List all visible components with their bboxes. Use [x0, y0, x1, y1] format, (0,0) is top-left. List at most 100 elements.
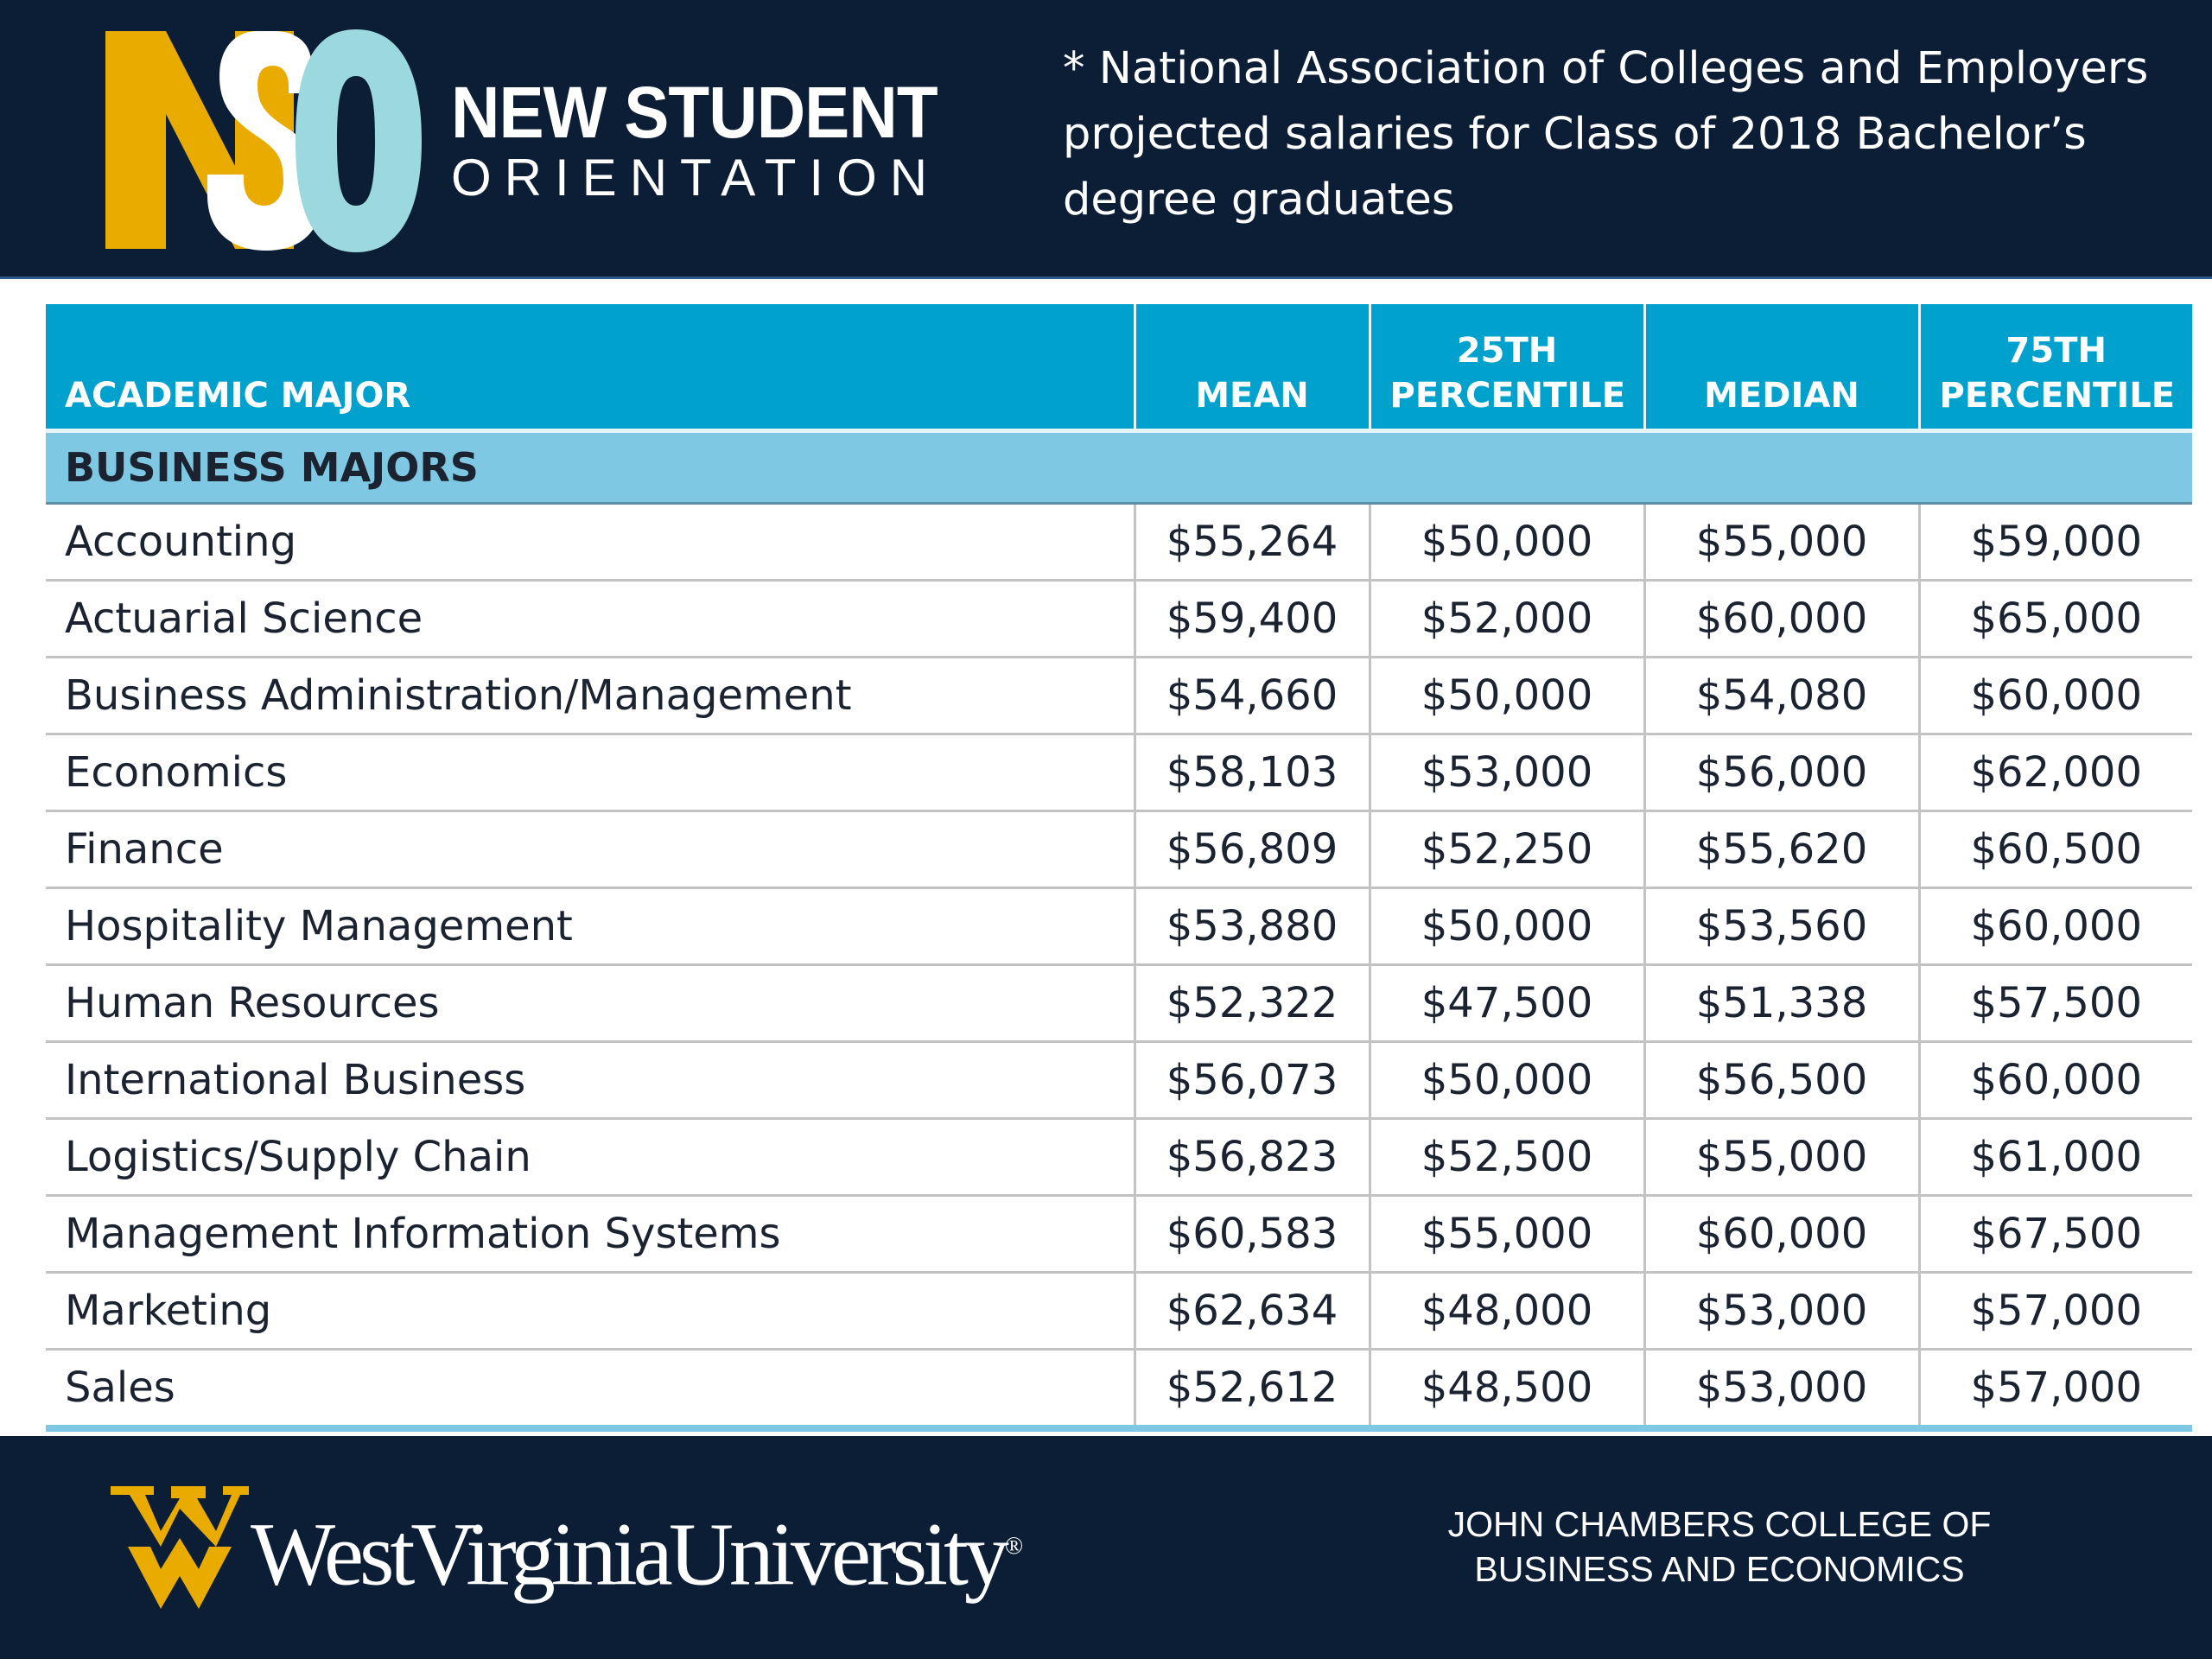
cell-75th: $57,500	[1917, 964, 2192, 1043]
table-row: Business Administration/Management $54,6…	[46, 657, 2192, 735]
cell-median: $56,000	[1643, 734, 1919, 812]
cell-75th: $57,000	[1917, 1349, 2192, 1432]
cell-mean: $55,264	[1133, 503, 1370, 582]
wvu-wordmark: WestVirginiaUniversity®	[251, 1495, 1023, 1607]
cell-major: Logistics/Supply Chain	[46, 1118, 1135, 1197]
cell-75th: $60,000	[1917, 657, 2192, 735]
cell-25th: $52,500	[1368, 1118, 1644, 1197]
col-header-75th-line1: 75TH	[2005, 331, 2107, 371]
registered-mark: ®	[1004, 1533, 1024, 1560]
cell-25th: $50,000	[1368, 657, 1644, 735]
table-row: International Business $56,073 $50,000 $…	[46, 1041, 2192, 1120]
cell-25th: $48,500	[1368, 1349, 1644, 1432]
col-header-75th: 75TH PERCENTILE	[1917, 304, 2192, 433]
cell-major: Human Resources	[46, 964, 1135, 1043]
college-name: JOHN CHAMBERS COLLEGE OF BUSINESS AND EC…	[1382, 1502, 2056, 1592]
table-header-row: ACADEMIC MAJOR MEAN 25TH PERCENTILE MEDI…	[46, 304, 2192, 433]
cell-mean: $52,612	[1133, 1349, 1370, 1432]
cell-median: $55,000	[1643, 503, 1919, 582]
nso-wordmark: NEW STUDENT ORIENTATION	[451, 72, 941, 207]
cell-mean: $53,880	[1133, 887, 1370, 966]
cell-75th: $60,000	[1917, 887, 2192, 966]
cell-median: $54,080	[1643, 657, 1919, 735]
table-row: Hospitality Management $53,880 $50,000 $…	[46, 887, 2192, 966]
cell-median: $53,000	[1643, 1272, 1919, 1351]
cell-mean: $59,400	[1133, 580, 1370, 658]
cell-major: Finance	[46, 810, 1135, 889]
college-line2: BUSINESS AND ECONOMICS	[1474, 1549, 1965, 1589]
col-header-mean: MEAN	[1133, 304, 1370, 433]
nso-logo-icon	[105, 29, 422, 252]
source-footnote: * National Association of Colleges and E…	[1063, 43, 2149, 226]
cell-major: Actuarial Science	[46, 580, 1135, 658]
wvu-name-text: WestVirginiaUniversity	[251, 1504, 1009, 1605]
cell-75th: $57,000	[1917, 1272, 2192, 1351]
cell-25th: $52,000	[1368, 580, 1644, 658]
table-row: Marketing $62,634 $48,000 $53,000 $57,00…	[46, 1272, 2192, 1351]
table-row: Human Resources $52,322 $47,500 $51,338 …	[46, 964, 2192, 1043]
cell-major: Sales	[46, 1349, 1135, 1432]
cell-25th: $50,000	[1368, 1041, 1644, 1120]
cell-mean: $56,073	[1133, 1041, 1370, 1120]
cell-25th: $47,500	[1368, 964, 1644, 1043]
table-row: Logistics/Supply Chain $56,823 $52,500 $…	[46, 1118, 2192, 1197]
table-row: Actuarial Science $59,400 $52,000 $60,00…	[46, 580, 2192, 658]
cell-major: Management Information Systems	[46, 1195, 1135, 1274]
col-header-major: ACADEMIC MAJOR	[46, 304, 1135, 433]
cell-major: Economics	[46, 734, 1135, 812]
header-banner: NEW STUDENT ORIENTATION * National Assoc…	[0, 0, 2212, 279]
cell-75th: $60,500	[1917, 810, 2192, 889]
cell-major: Marketing	[46, 1272, 1135, 1351]
footer-banner: WestVirginiaUniversity® JOHN CHAMBERS CO…	[0, 1436, 2212, 1659]
cell-median: $60,000	[1643, 580, 1919, 658]
cell-major: Hospitality Management	[46, 887, 1135, 966]
col-header-25th-line1: 25TH	[1456, 331, 1558, 371]
cell-75th: $60,000	[1917, 1041, 2192, 1120]
cell-median: $55,620	[1643, 810, 1919, 889]
cell-mean: $56,823	[1133, 1118, 1370, 1197]
salary-table-container: ACADEMIC MAJOR MEAN 25TH PERCENTILE MEDI…	[46, 304, 2192, 1432]
table-row: Finance $56,809 $52,250 $55,620 $60,500	[46, 810, 2192, 889]
cell-75th: $62,000	[1917, 734, 2192, 812]
cell-mean: $58,103	[1133, 734, 1370, 812]
cell-median: $51,338	[1643, 964, 1919, 1043]
cell-75th: $67,500	[1917, 1195, 2192, 1274]
cell-median: $53,000	[1643, 1349, 1919, 1432]
col-header-25th: 25TH PERCENTILE	[1368, 304, 1644, 433]
cell-median: $60,000	[1643, 1195, 1919, 1274]
table-row: Economics $58,103 $53,000 $56,000 $62,00…	[46, 734, 2192, 812]
cell-mean: $62,634	[1133, 1272, 1370, 1351]
cell-75th: $59,000	[1917, 503, 2192, 582]
cell-mean: $56,809	[1133, 810, 1370, 889]
cell-median: $56,500	[1643, 1041, 1919, 1120]
col-header-75th-line2: PERCENTILE	[1939, 376, 2176, 416]
table-row: Accounting $55,264 $50,000 $55,000 $59,0…	[46, 503, 2192, 582]
group-label: BUSINESS MAJORS	[46, 430, 2192, 505]
cell-mean: $54,660	[1133, 657, 1370, 735]
cell-25th: $55,000	[1368, 1195, 1644, 1274]
cell-75th: $65,000	[1917, 580, 2192, 658]
wv-flying-logo-icon	[111, 1486, 249, 1609]
cell-median: $55,000	[1643, 1118, 1919, 1197]
cell-25th: $48,000	[1368, 1272, 1644, 1351]
cell-25th: $52,250	[1368, 810, 1644, 889]
cell-75th: $61,000	[1917, 1118, 2192, 1197]
cell-25th: $53,000	[1368, 734, 1644, 812]
cell-median: $53,560	[1643, 887, 1919, 966]
col-header-median: MEDIAN	[1643, 304, 1919, 433]
cell-mean: $60,583	[1133, 1195, 1370, 1274]
cell-major: Accounting	[46, 503, 1135, 582]
salary-table: ACADEMIC MAJOR MEAN 25TH PERCENTILE MEDI…	[46, 304, 2192, 1432]
cell-major: International Business	[46, 1041, 1135, 1120]
col-header-25th-line2: PERCENTILE	[1389, 376, 1626, 416]
college-line1: JOHN CHAMBERS COLLEGE OF	[1447, 1504, 1992, 1544]
cell-mean: $52,322	[1133, 964, 1370, 1043]
cell-25th: $50,000	[1368, 887, 1644, 966]
cell-major: Business Administration/Management	[46, 657, 1135, 735]
table-row: Management Information Systems $60,583 $…	[46, 1195, 2192, 1274]
nso-title: NEW STUDENT	[451, 72, 938, 153]
nso-subtitle: ORIENTATION	[451, 149, 941, 207]
group-row: BUSINESS MAJORS	[46, 430, 2192, 505]
table-row: Sales $52,612 $48,500 $53,000 $57,000	[46, 1349, 2192, 1432]
cell-25th: $50,000	[1368, 503, 1644, 582]
